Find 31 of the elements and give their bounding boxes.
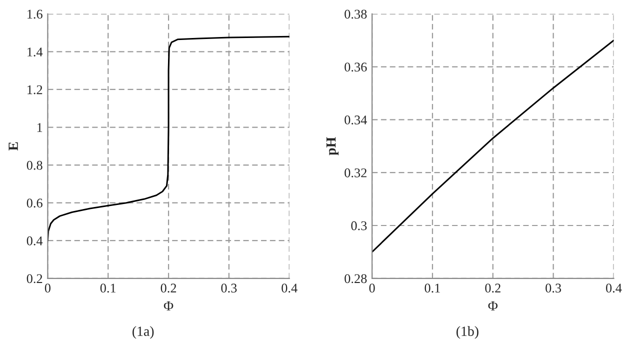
- y-axis-title: E: [8, 142, 18, 151]
- x-tick-label: 0.3: [546, 284, 562, 293]
- y-tick-label: 1.4: [28, 48, 43, 56]
- x-tick-label: 0.3: [221, 284, 237, 293]
- y-tick-label: 0.6: [26, 198, 42, 208]
- y-tick-label: 0.8: [26, 160, 42, 170]
- y-tick-label: 0.36: [344, 62, 367, 72]
- y-axis-title: pH: [326, 137, 339, 156]
- x-tick-label: 0.4: [282, 284, 298, 293]
- y-tick-label: 0.4: [26, 236, 43, 246]
- y-tick-label: 0.2: [26, 274, 42, 284]
- x-tick-label: 0.2: [485, 284, 500, 293]
- x-tick-label: 0.2: [160, 284, 176, 293]
- y-tick-label: 0.28: [344, 274, 367, 284]
- x-tick-label: 0.1: [100, 284, 116, 293]
- x-axis-title: Φ: [164, 301, 174, 310]
- x-tick-label: 0.4: [606, 284, 622, 293]
- y-tick-label: 1: [37, 123, 42, 132]
- text: (1b): [456, 326, 478, 339]
- line-series: [372, 40, 614, 253]
- text: (1a): [132, 326, 154, 339]
- x-tick-label: 0.1: [424, 284, 440, 293]
- y-tick-label: 0.3: [351, 221, 367, 230]
- x-tick-label: 0: [44, 284, 50, 293]
- y-tick-label: 0.34: [344, 116, 367, 124]
- y-tick-label: 1.6: [28, 10, 42, 19]
- x-axis-title: Φ: [488, 301, 498, 310]
- x-tick-label: 0: [369, 284, 375, 293]
- y-tick-label: 1.2: [28, 85, 42, 94]
- y-tick-label: 0.38: [344, 10, 367, 19]
- y-tick-label: 0.32: [344, 168, 366, 178]
